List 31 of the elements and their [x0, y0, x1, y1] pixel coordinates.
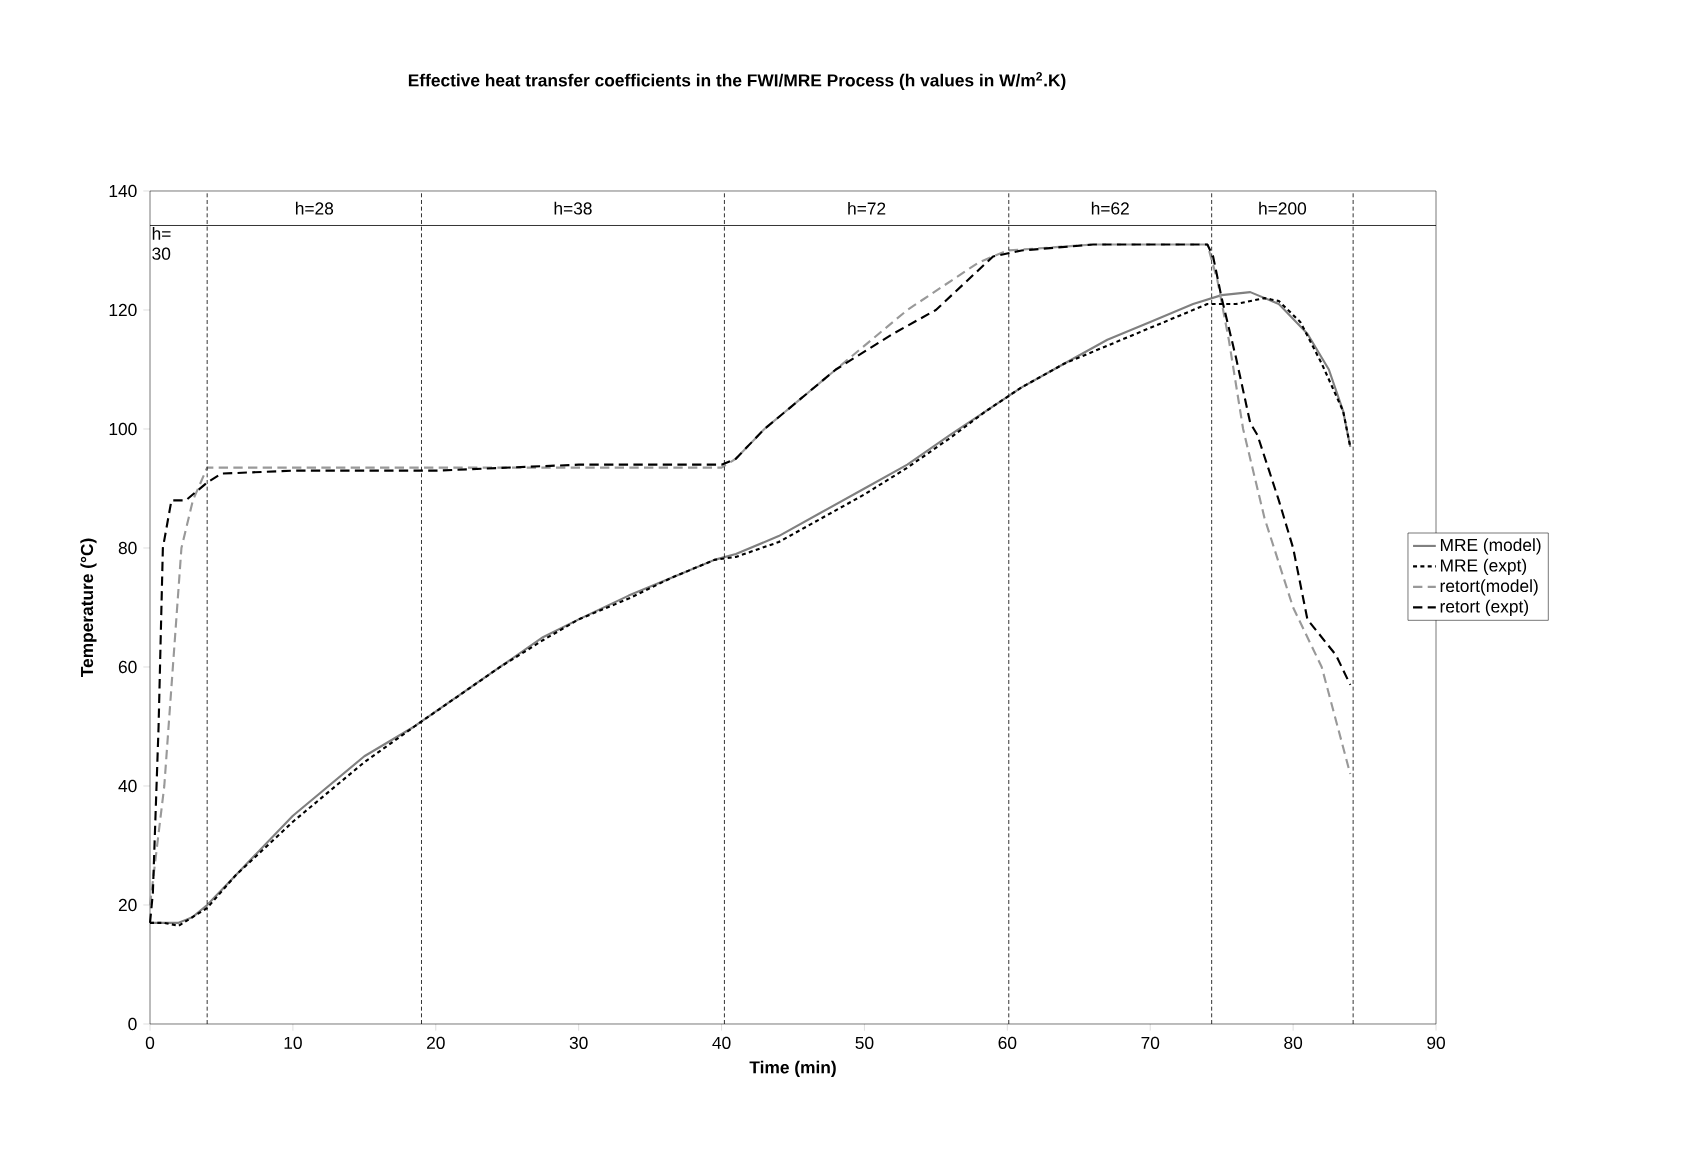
y-tick-label: 20 — [118, 898, 137, 912]
legend-label: MRE (expt) — [1440, 558, 1527, 575]
y-axis-title: Temperature (°C) — [80, 538, 97, 678]
y-tick-label: 120 — [109, 303, 137, 317]
y-tick-label: 80 — [118, 541, 137, 555]
x-tick-label: 0 — [145, 1036, 155, 1049]
x-tick-label: 30 — [569, 1036, 588, 1049]
y-tick-label: 140 — [109, 184, 137, 198]
y-tick-label: 100 — [109, 422, 137, 436]
annotation: h=200 — [1259, 201, 1307, 215]
legend-label: MRE (model) — [1440, 538, 1541, 555]
y-tick-label: 40 — [118, 779, 137, 793]
x-tick-label: 70 — [1141, 1036, 1160, 1049]
legend-label: retort (expt) — [1440, 599, 1529, 616]
chart-title: Effective heat transfer coefficients in the FWI/MRE Process (h values in W/m$^{2}$.K) — [408, 72, 1066, 90]
legend-label: retort(model) — [1440, 579, 1538, 596]
y-tick-label: 60 — [118, 660, 137, 674]
x-tick-label: 60 — [998, 1036, 1017, 1049]
y-tick-label: 0 — [128, 1017, 137, 1031]
annotation: h=38 — [554, 201, 592, 215]
x-tick-label: 50 — [855, 1036, 874, 1049]
x-tick-label: 20 — [427, 1036, 445, 1049]
annotation: h=72 — [848, 201, 886, 215]
x-axis-title: Time (min) — [749, 1060, 836, 1077]
x-tick-label: 40 — [712, 1036, 731, 1049]
annotation: h=62 — [1091, 201, 1129, 215]
x-tick-label: 80 — [1284, 1036, 1303, 1049]
annotation: h=28 — [296, 201, 334, 215]
annotation: h= 30 — [152, 227, 171, 260]
x-tick-label: 90 — [1427, 1036, 1445, 1049]
x-tick-label: 10 — [284, 1036, 302, 1049]
